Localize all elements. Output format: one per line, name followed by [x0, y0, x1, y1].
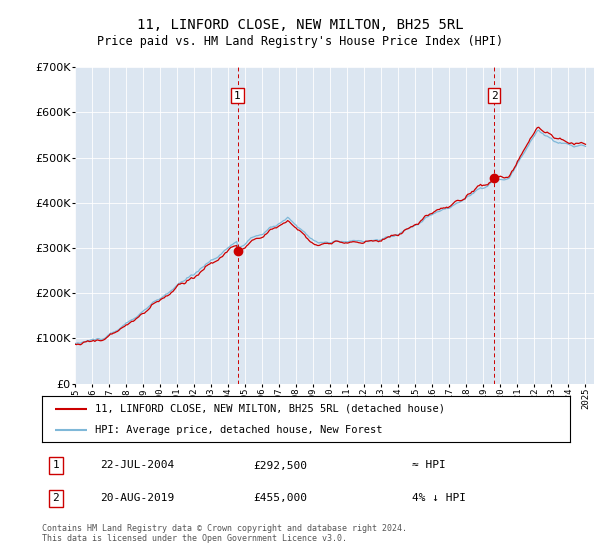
Text: Contains HM Land Registry data © Crown copyright and database right 2024.
This d: Contains HM Land Registry data © Crown c…	[42, 524, 407, 543]
Text: Price paid vs. HM Land Registry's House Price Index (HPI): Price paid vs. HM Land Registry's House …	[97, 35, 503, 49]
Text: 20-AUG-2019: 20-AUG-2019	[100, 493, 175, 503]
Text: £455,000: £455,000	[253, 493, 307, 503]
Text: 11, LINFORD CLOSE, NEW MILTON, BH25 5RL (detached house): 11, LINFORD CLOSE, NEW MILTON, BH25 5RL …	[95, 404, 445, 414]
Text: HPI: Average price, detached house, New Forest: HPI: Average price, detached house, New …	[95, 425, 382, 435]
Text: £292,500: £292,500	[253, 460, 307, 470]
Text: 4% ↓ HPI: 4% ↓ HPI	[412, 493, 466, 503]
Text: 22-JUL-2004: 22-JUL-2004	[100, 460, 175, 470]
Text: 1: 1	[234, 91, 241, 101]
Text: 1: 1	[53, 460, 59, 470]
Text: 2: 2	[53, 493, 59, 503]
Text: 2: 2	[491, 91, 497, 101]
Text: 11, LINFORD CLOSE, NEW MILTON, BH25 5RL: 11, LINFORD CLOSE, NEW MILTON, BH25 5RL	[137, 18, 463, 32]
Text: ≈ HPI: ≈ HPI	[412, 460, 445, 470]
